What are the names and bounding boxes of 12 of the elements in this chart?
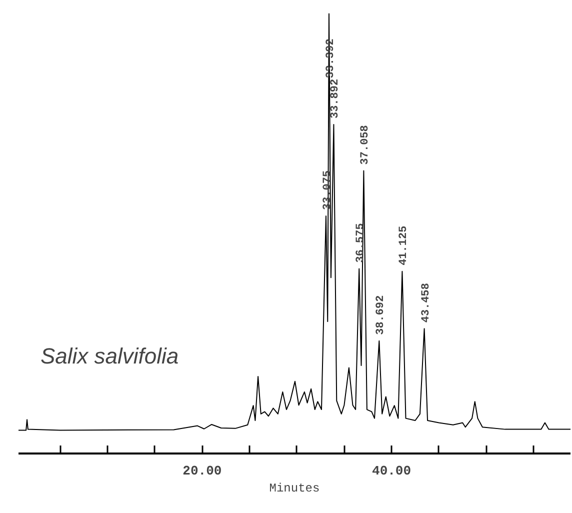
annotation: 41.125 [398,225,410,266]
x-tick-label: 20.00 [182,464,222,478]
x-axis-title: Minutes [269,482,320,496]
annotation: 33.075 [322,170,334,210]
annotation: Salix salvifolia [40,344,179,368]
x-tick-label: 40.00 [372,464,412,478]
annotation: 33.392 [324,38,337,78]
annotation: 37.058 [360,124,372,165]
annotation: 38.692 [375,295,388,335]
annotation: 36.575 [355,222,368,263]
annotation: 33.892 [330,78,342,119]
annotation: 43.458 [420,282,432,323]
